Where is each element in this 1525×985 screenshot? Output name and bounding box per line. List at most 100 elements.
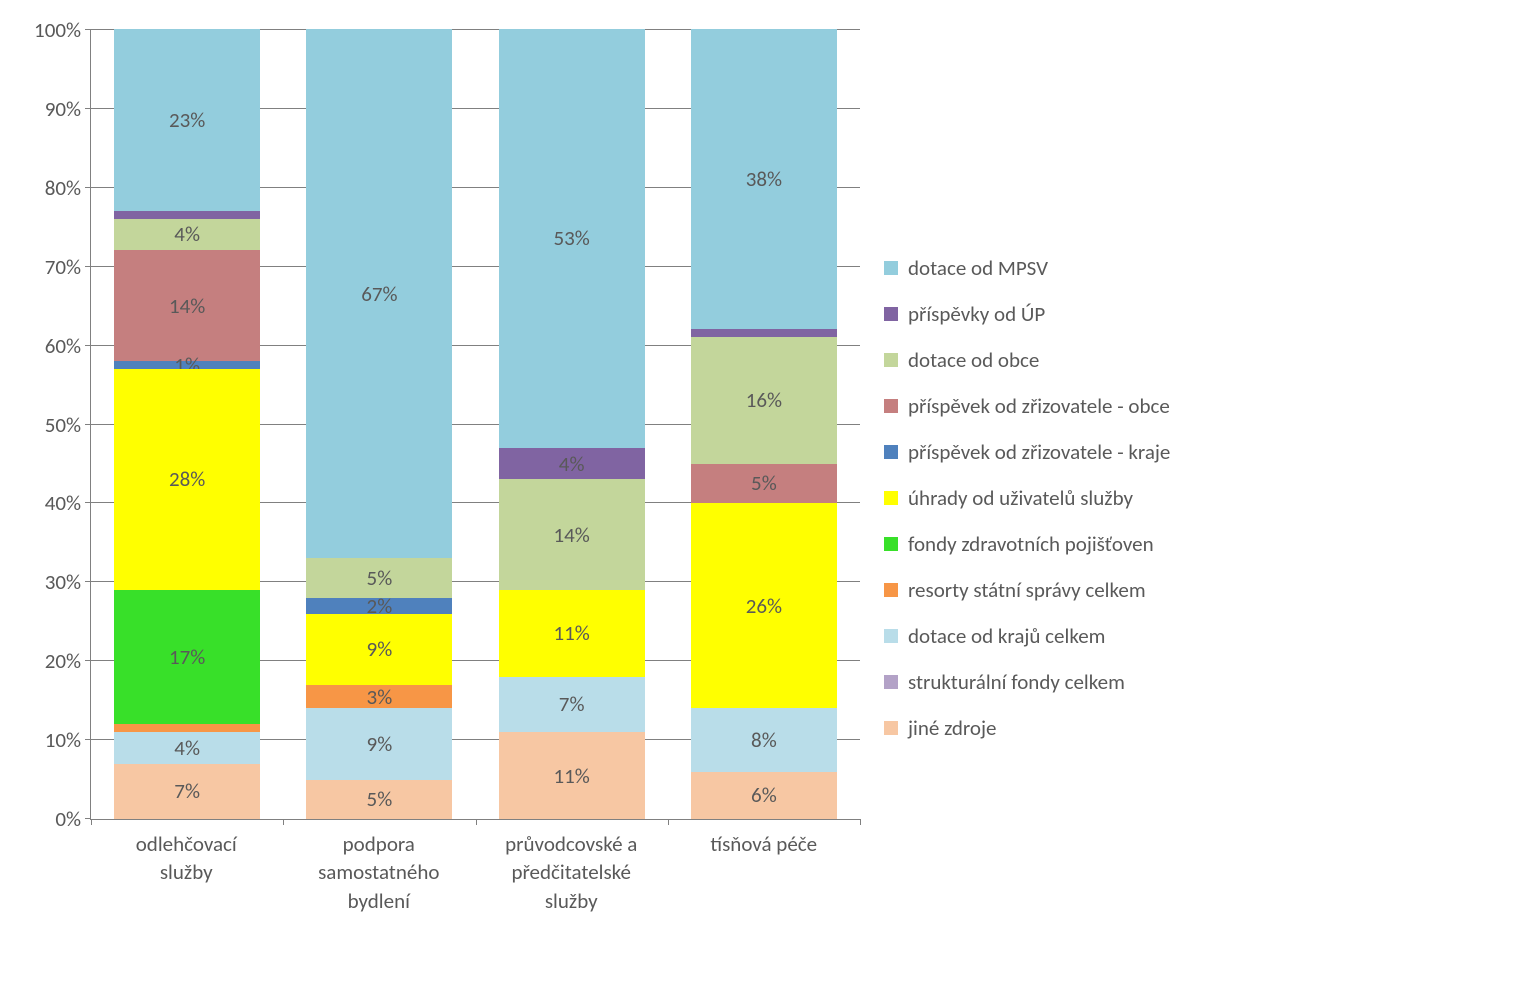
- segment-label: 23%: [169, 107, 205, 133]
- y-tick-label: 30%: [31, 569, 81, 595]
- y-tick-label: 0%: [31, 806, 81, 832]
- legend-item-struk: strukturální fondy celkem: [884, 669, 1170, 695]
- plot-area: 7%4%17%28%1%14%4%23%5%9%3%9%2%5%67%11%7%…: [90, 30, 860, 820]
- bar-segment-obce_dot: 14%: [499, 479, 645, 590]
- bar-segment-kraje_dot: 9%: [306, 708, 452, 779]
- legend-label: fondy zdravotních pojišťoven: [908, 531, 1154, 557]
- chart-container: 7%4%17%28%1%14%4%23%5%9%3%9%2%5%67%11%7%…: [30, 30, 1495, 915]
- segment-label: 4%: [174, 735, 200, 761]
- bar-segment-jine: 7%: [114, 764, 260, 819]
- legend-item-obce_zr: příspěvek od zřizovatele - obce: [884, 393, 1170, 419]
- bar-segment-uhrady: 26%: [691, 503, 837, 708]
- segment-label: 5%: [367, 565, 393, 591]
- bar-segment-zdrav: 17%: [114, 590, 260, 724]
- bar-segment-kraje_dot: 4%: [114, 732, 260, 764]
- legend-label: strukturální fondy celkem: [908, 669, 1125, 695]
- x-tick-mark: [476, 819, 477, 825]
- y-tick-label: 60%: [31, 333, 81, 359]
- legend-label: dotace od MPSV: [908, 255, 1048, 281]
- legend-label: příspěvky od ÚP: [908, 301, 1045, 327]
- y-tick-label: 90%: [31, 96, 81, 122]
- bar-segment-mpsv: 38%: [691, 29, 837, 329]
- legend-label: dotace od obce: [908, 347, 1039, 373]
- legend-swatch: [884, 399, 898, 413]
- legend-swatch: [884, 445, 898, 459]
- segment-label: 4%: [174, 221, 200, 247]
- y-tick-label: 80%: [31, 175, 81, 201]
- segment-label: 9%: [367, 636, 393, 662]
- y-tick-label: 70%: [31, 254, 81, 280]
- bar-segment-obce_zr: 14%: [114, 250, 260, 361]
- bar-segment-kraje_dot: 8%: [691, 708, 837, 771]
- bar-segment-up: [691, 329, 837, 337]
- legend-label: úhrady od uživatelů služby: [908, 485, 1133, 511]
- legend-label: jiné zdroje: [908, 715, 996, 741]
- bar-segment-resorty: [114, 724, 260, 732]
- x-axis-label: tísňová péče: [668, 830, 861, 915]
- segment-label: 38%: [746, 166, 782, 192]
- stacked-bar: 7% 4% 17% 28%1%14% 4% 23%: [114, 29, 260, 819]
- segment-label: 4%: [559, 451, 585, 477]
- bar-segment-kraje_zr: 1%: [114, 361, 260, 369]
- bar-group: 6% 8% 26% 5% 16% 38%: [668, 29, 860, 819]
- bar-segment-resorty: 3%: [306, 685, 452, 709]
- legend-item-resorty: resorty státní správy celkem: [884, 577, 1170, 603]
- bar-segment-jine: 6%: [691, 772, 837, 819]
- stacked-bar: 11% 7% 11% 14% 4% 53%: [499, 29, 645, 819]
- legend-item-up: příspěvky od ÚP: [884, 301, 1170, 327]
- bar-segment-uhrady: 11%: [499, 590, 645, 677]
- bar-segment-mpsv: 23%: [114, 29, 260, 211]
- y-tick-label: 100%: [31, 17, 81, 43]
- bar-segment-uhrady: 9%: [306, 614, 452, 685]
- legend-swatch: [884, 307, 898, 321]
- x-tick-mark: [668, 819, 669, 825]
- legend-swatch: [884, 353, 898, 367]
- segment-label: 17%: [169, 644, 205, 670]
- bar-segment-obce_dot: 16%: [691, 337, 837, 463]
- bar-segment-kraje_dot: 7%: [499, 677, 645, 732]
- segment-label: 11%: [553, 620, 589, 646]
- legend-swatch: [884, 261, 898, 275]
- segment-label: 3%: [367, 684, 393, 710]
- plot: 7%4%17%28%1%14%4%23%5%9%3%9%2%5%67%11%7%…: [30, 30, 860, 915]
- segment-label: 11%: [553, 763, 589, 789]
- bar-segment-obce_dot: 4%: [114, 219, 260, 251]
- bar-segment-obce_zr: 5%: [691, 464, 837, 504]
- segment-label: 6%: [751, 782, 777, 808]
- legend-swatch: [884, 629, 898, 643]
- bar-segment-uhrady: 28%: [114, 369, 260, 590]
- bar-group: 11% 7% 11% 14% 4% 53%: [476, 29, 668, 819]
- segment-label: 67%: [361, 281, 397, 307]
- segment-label: 26%: [746, 593, 782, 619]
- y-tick-label: 50%: [31, 412, 81, 438]
- bar-segment-up: [114, 211, 260, 219]
- y-tick-label: 20%: [31, 648, 81, 674]
- bar-group: 5%9%3%9%2%5%67%: [283, 29, 475, 819]
- segment-label: 7%: [174, 778, 200, 804]
- y-tick-label: 40%: [31, 490, 81, 516]
- legend: dotace od MPSV příspěvky od ÚP dotace od o…: [884, 205, 1170, 741]
- bar-group: 7% 4% 17% 28%1%14% 4% 23%: [91, 29, 283, 819]
- segment-label: 53%: [553, 225, 589, 251]
- bar-segment-kraje_zr: 2%: [306, 598, 452, 614]
- x-tick-mark: [860, 819, 861, 825]
- segment-label: 14%: [553, 522, 589, 548]
- legend-item-zdrav: fondy zdravotních pojišťoven: [884, 531, 1170, 557]
- legend-label: příspěvek od zřizovatele - kraje: [908, 439, 1170, 465]
- segment-label: 5%: [751, 470, 777, 496]
- y-tick-label: 10%: [31, 727, 81, 753]
- segment-label: 5%: [367, 786, 393, 812]
- legend-item-obce_dot: dotace od obce: [884, 347, 1170, 373]
- stacked-bar: 5%9%3%9%2%5%67%: [306, 29, 452, 819]
- legend-label: resorty státní správy celkem: [908, 577, 1146, 603]
- legend-item-uhrady: úhrady od uživatelů služby: [884, 485, 1170, 511]
- x-tick-mark: [283, 819, 284, 825]
- legend-item-jine: jiné zdroje: [884, 715, 1170, 741]
- legend-item-mpsv: dotace od MPSV: [884, 255, 1170, 281]
- segment-label: 8%: [751, 727, 777, 753]
- x-tick-mark: [91, 819, 92, 825]
- legend-swatch: [884, 675, 898, 689]
- x-axis-label: odlehčovací služby: [90, 830, 283, 915]
- bar-segment-mpsv: 53%: [499, 29, 645, 448]
- x-axis-label: průvodcovské a předčitatelské služby: [475, 830, 668, 915]
